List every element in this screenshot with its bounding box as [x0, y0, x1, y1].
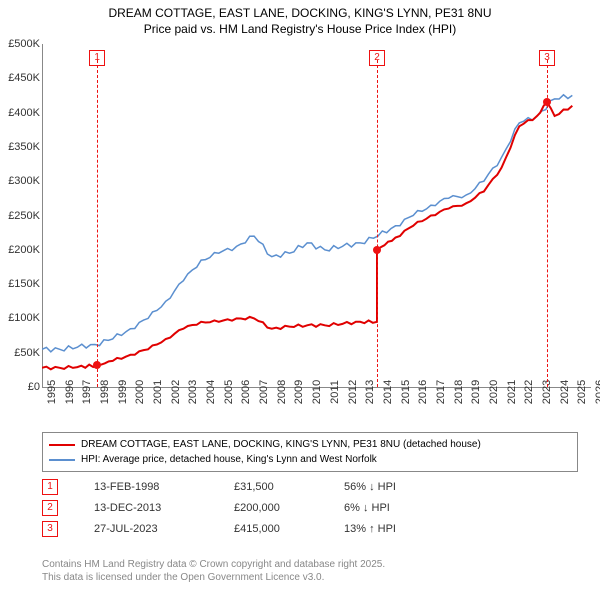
chart-plot-area: [42, 44, 590, 387]
y-tick-label: £300K: [0, 175, 40, 187]
sale-price: £200,000: [234, 502, 344, 514]
footnote-line2: This data is licensed under the Open Gov…: [42, 572, 324, 583]
sale-delta: 56% ↓ HPI: [344, 481, 396, 493]
property-line: [42, 102, 572, 369]
chart-title: DREAM COTTAGE, EAST LANE, DOCKING, KING'…: [0, 0, 600, 37]
marker-vline: [547, 60, 548, 387]
x-tick-label: 1996: [64, 380, 76, 404]
legend-label-hpi: HPI: Average price, detached house, King…: [81, 452, 377, 467]
x-tick-label: 2009: [293, 380, 305, 404]
title-line2: Price paid vs. HM Land Registry's House …: [144, 22, 456, 36]
x-tick-label: 2019: [470, 380, 482, 404]
x-tick-label: 2025: [576, 380, 588, 404]
legend-row-hpi: HPI: Average price, detached house, King…: [49, 452, 571, 467]
x-tick-label: 1997: [81, 380, 93, 404]
x-tick-label: 2001: [152, 380, 164, 404]
x-tick-label: 2016: [417, 380, 429, 404]
x-tick-label: 1995: [46, 380, 58, 404]
x-tick-label: 2003: [187, 380, 199, 404]
x-tick-label: 2020: [488, 380, 500, 404]
chart-svg: [42, 44, 590, 387]
marker-dot: [543, 98, 551, 106]
sale-number-box: 1: [42, 479, 58, 495]
y-tick-label: £200K: [0, 244, 40, 256]
sale-row: 1 13-FEB-1998£31,50056% ↓ HPI: [42, 476, 396, 497]
y-tick-label: £100K: [0, 312, 40, 324]
hpi-line: [42, 95, 572, 352]
x-tick-label: 2012: [347, 380, 359, 404]
x-tick-label: 1999: [117, 380, 129, 404]
x-tick-label: 2008: [276, 380, 288, 404]
x-tick-label: 2010: [311, 380, 323, 404]
x-tick-label: 2022: [523, 380, 535, 404]
marker-number-box: 1: [89, 50, 105, 66]
footnote-line1: Contains HM Land Registry data © Crown c…: [42, 559, 385, 570]
title-line1: DREAM COTTAGE, EAST LANE, DOCKING, KING'…: [108, 6, 491, 20]
y-tick-label: £150K: [0, 278, 40, 290]
sale-date: 13-DEC-2013: [94, 502, 234, 514]
legend-swatch-blue: [49, 459, 75, 461]
x-tick-label: 2015: [400, 380, 412, 404]
x-tick-label: 2005: [223, 380, 235, 404]
x-tick-label: 2004: [205, 380, 217, 404]
sale-date: 27-JUL-2023: [94, 523, 234, 535]
y-tick-label: £50K: [0, 347, 40, 359]
sales-list: 1 13-FEB-1998£31,50056% ↓ HPI 2 13-DEC-2013…: [42, 476, 396, 539]
x-tick-label: 2021: [506, 380, 518, 404]
marker-number-box: 3: [539, 50, 555, 66]
y-tick-label: £400K: [0, 107, 40, 119]
x-tick-label: 2017: [435, 380, 447, 404]
sale-date: 13-FEB-1998: [94, 481, 234, 493]
sale-price: £415,000: [234, 523, 344, 535]
marker-vline: [377, 60, 378, 387]
y-tick-label: £250K: [0, 210, 40, 222]
sale-delta: 13% ↑ HPI: [344, 523, 396, 535]
sale-row: 2 13-DEC-2013£200,0006% ↓ HPI: [42, 497, 396, 518]
legend-box: DREAM COTTAGE, EAST LANE, DOCKING, KING'…: [42, 432, 578, 472]
y-tick-label: £0: [0, 381, 40, 393]
sale-price: £31,500: [234, 481, 344, 493]
marker-dot: [373, 246, 381, 254]
sale-delta: 6% ↓ HPI: [344, 502, 390, 514]
legend-row-property: DREAM COTTAGE, EAST LANE, DOCKING, KING'…: [49, 437, 571, 452]
x-tick-label: 2026: [594, 380, 600, 404]
x-tick-label: 2013: [364, 380, 376, 404]
x-tick-label: 2024: [559, 380, 571, 404]
x-tick-label: 2018: [453, 380, 465, 404]
legend-swatch-red: [49, 444, 75, 446]
marker-dot: [93, 361, 101, 369]
legend-label-property: DREAM COTTAGE, EAST LANE, DOCKING, KING'…: [81, 437, 481, 452]
sale-number-box: 3: [42, 521, 58, 537]
sale-number-box: 2: [42, 500, 58, 516]
y-tick-label: £450K: [0, 72, 40, 84]
marker-vline: [97, 60, 98, 387]
x-tick-label: 2014: [382, 380, 394, 404]
x-tick-label: 2002: [170, 380, 182, 404]
sale-row: 3 27-JUL-2023£415,00013% ↑ HPI: [42, 518, 396, 539]
x-tick-label: 2006: [240, 380, 252, 404]
marker-number-box: 2: [369, 50, 385, 66]
y-tick-label: £500K: [0, 38, 40, 50]
y-tick-label: £350K: [0, 141, 40, 153]
x-tick-label: 2007: [258, 380, 270, 404]
footnote: Contains HM Land Registry data © Crown c…: [42, 558, 385, 584]
x-tick-label: 2011: [329, 380, 341, 404]
x-tick-label: 2000: [134, 380, 146, 404]
x-tick-label: 1998: [99, 380, 111, 404]
